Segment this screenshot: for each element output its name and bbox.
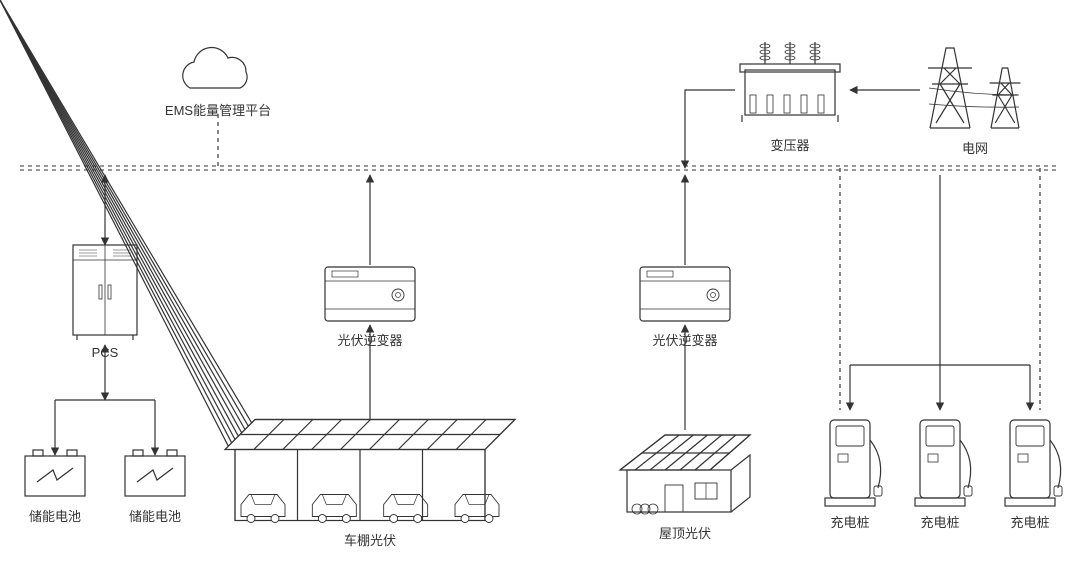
- inverter2-label: 光伏逆变器: [605, 330, 765, 349]
- transformer-label: 变压器: [710, 135, 870, 154]
- cloud-label: EMS能量管理平台: [138, 100, 298, 119]
- energy-system-diagram: EMS能量管理平台变压器电网PCS光伏逆变器光伏逆变器储能电池储能电池车棚光伏屋…: [0, 0, 1080, 567]
- inverter1-label: 光伏逆变器: [290, 330, 450, 349]
- carport-label: 车棚光伏: [290, 530, 450, 549]
- grid-label: 电网: [895, 138, 1055, 157]
- charger3-label: 充电桩: [950, 512, 1080, 531]
- pcs-label: PCS: [25, 345, 185, 360]
- rooftop-label: 屋顶光伏: [605, 523, 765, 542]
- diagram-svg: [0, 0, 1080, 567]
- battery2-label: 储能电池: [75, 506, 235, 525]
